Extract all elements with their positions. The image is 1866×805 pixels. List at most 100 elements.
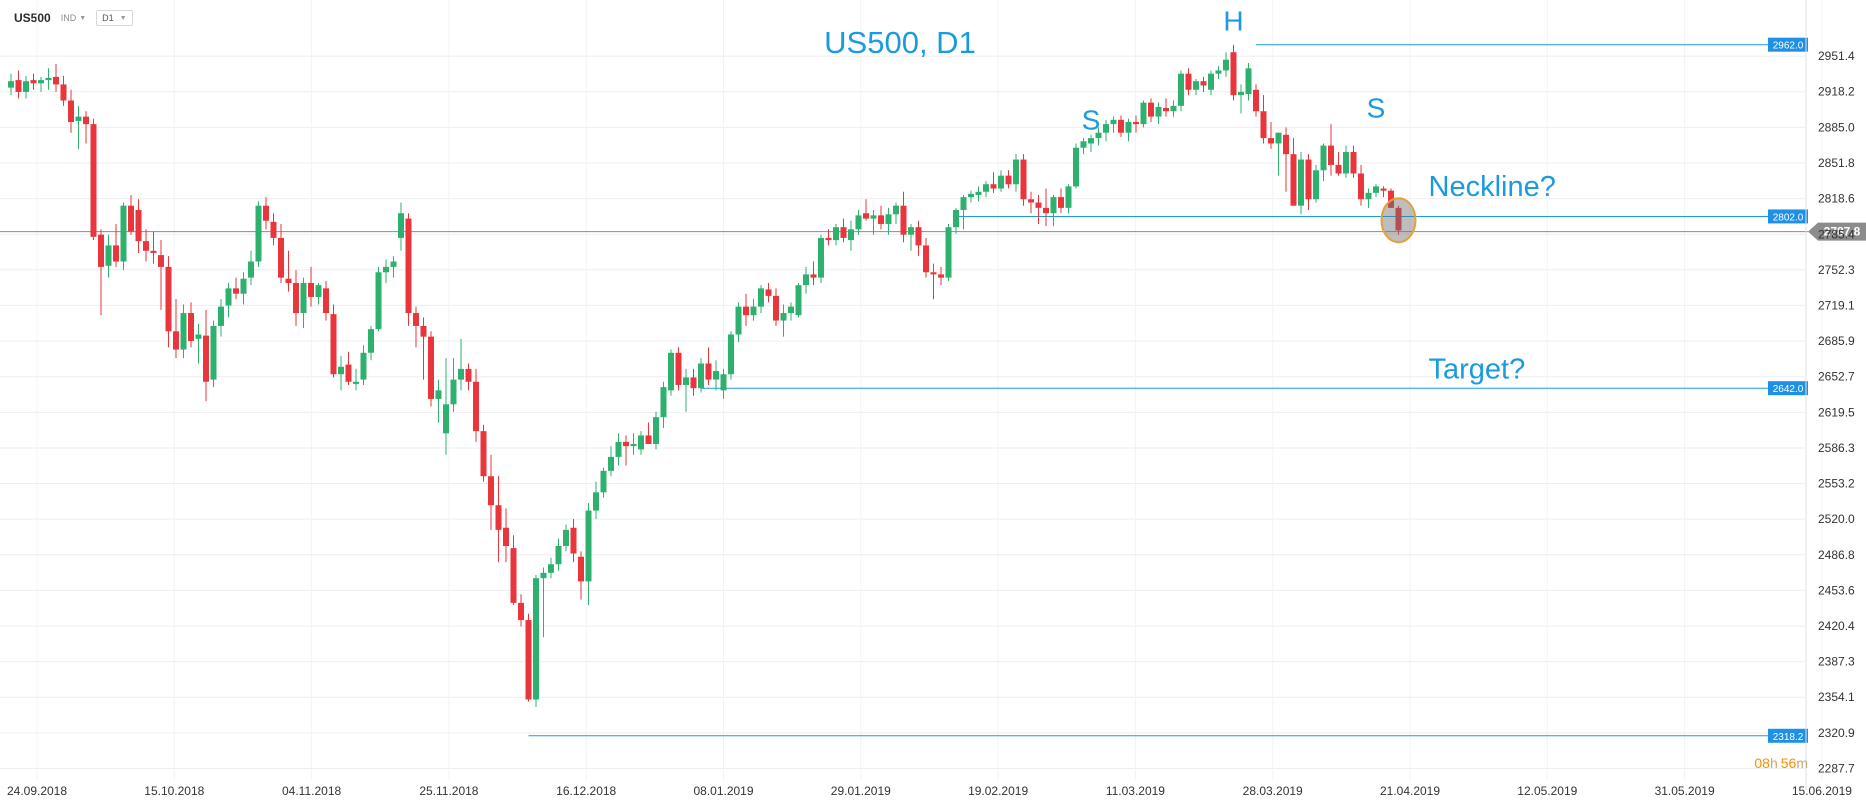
bearish-candle <box>308 282 314 297</box>
highlight-circle <box>1380 197 1417 244</box>
x-tick-label: 25.11.2018 <box>419 784 478 798</box>
annotation-shoulder-right: S <box>1367 93 1386 124</box>
bullish-candle <box>855 215 862 230</box>
bullish-candle <box>458 368 464 380</box>
bearish-candle <box>1260 111 1267 139</box>
bullish-candle <box>1313 170 1319 200</box>
bullish-candle <box>1245 68 1252 95</box>
bearish-candle <box>323 288 329 314</box>
bearish-candle <box>570 527 577 554</box>
level-price-tag <box>1768 381 1808 396</box>
bullish-candle <box>1170 105 1177 112</box>
bullish-candle <box>248 261 254 278</box>
bullish-candle <box>698 363 704 389</box>
bearish-candle <box>128 205 134 232</box>
pattern-annotations: S H S Neckline? Target? <box>1082 6 1556 386</box>
bearish-candle <box>270 221 277 238</box>
indicators-dropdown[interactable]: IND ▼ <box>61 13 86 23</box>
bullish-candle <box>638 435 644 450</box>
bullish-candle <box>953 210 959 228</box>
x-tick-label: 16.12.2018 <box>556 784 616 798</box>
current-candle-marker <box>1380 197 1417 244</box>
bullish-candle <box>1223 59 1229 71</box>
x-tick-label: 31.05.2019 <box>1655 784 1715 798</box>
bullish-candle <box>668 352 674 391</box>
bearish-candle <box>173 331 179 350</box>
bullish-candle <box>255 205 262 262</box>
bullish-candle <box>660 387 667 418</box>
bearish-candle <box>233 288 239 294</box>
symbol-label[interactable]: US500 <box>14 11 51 25</box>
bullish-candle <box>548 564 554 573</box>
bearish-candle <box>203 335 209 382</box>
bullish-candle <box>803 274 809 286</box>
chevron-down-icon: ▼ <box>79 14 87 22</box>
bearish-candle <box>503 527 509 546</box>
bullish-candle <box>1095 132 1102 139</box>
bullish-candle <box>360 352 367 380</box>
y-tick-label: 2951.4 <box>1818 49 1855 63</box>
bullish-candle <box>390 261 397 267</box>
bearish-candle <box>1283 134 1289 155</box>
bullish-candle <box>383 266 389 273</box>
level-price-label: 2962.0 <box>1773 41 1804 52</box>
bearish-candle <box>825 237 832 241</box>
price-axis[interactable]: 2951.4 2918.2 2885.0 2851.8 2818.6 2785.4 2752… <box>1805 0 1855 790</box>
bearish-candle <box>488 476 494 506</box>
bearish-candle <box>578 556 584 582</box>
bullish-candle <box>1088 138 1094 144</box>
bullish-candle <box>555 545 562 565</box>
bearish-candle <box>1133 121 1139 125</box>
y-tick-label: 2685.9 <box>1818 334 1855 348</box>
bullish-candle <box>1208 73 1214 90</box>
bullish-candle <box>1155 106 1162 117</box>
bearish-candle <box>1200 81 1207 86</box>
bearish-candle <box>900 205 907 235</box>
bearish-candle <box>1058 197 1064 208</box>
bullish-candle <box>713 371 719 380</box>
timeframe-select[interactable]: D1 ▼ <box>96 10 133 26</box>
y-tick-label: 2652.7 <box>1818 370 1855 384</box>
chart-grid <box>0 0 1823 780</box>
bearish-candle <box>30 80 37 84</box>
bearish-candle <box>743 306 749 316</box>
bearish-candle <box>1268 138 1274 144</box>
bullish-candle <box>833 227 839 241</box>
bearish-candle <box>765 289 772 296</box>
bullish-candle <box>1013 159 1019 185</box>
x-tick-label: 04.11.2018 <box>282 784 341 798</box>
x-tick-label: 29.01.2019 <box>831 784 891 798</box>
bullish-candle <box>450 379 457 405</box>
bearish-candle <box>915 227 922 246</box>
level-price-tag <box>1768 37 1808 52</box>
bullish-candle <box>1238 91 1244 96</box>
bullish-candle <box>75 116 82 121</box>
y-tick-label: 2785.4 <box>1818 227 1855 241</box>
bullish-candle <box>735 306 742 335</box>
x-tick-label: 19.02.2019 <box>968 784 1028 798</box>
bearish-candle <box>705 363 712 380</box>
bullish-candle <box>848 229 854 241</box>
level-price-tag <box>1768 728 1808 743</box>
bullish-candle <box>998 175 1004 189</box>
time-axis[interactable]: 24.09.2018 15.10.2018 04.11.2018 25.11.2018… <box>7 784 1852 798</box>
bullish-candle <box>750 306 757 316</box>
bearish-candle <box>1328 145 1334 165</box>
bullish-candle <box>1193 81 1199 90</box>
current-price-tag <box>1808 222 1866 241</box>
bullish-candle <box>630 444 637 447</box>
bearish-candle <box>1185 73 1192 90</box>
bearish-candle <box>675 352 682 385</box>
y-tick-label: 2619.5 <box>1818 405 1855 419</box>
bullish-candle <box>818 237 824 278</box>
bearish-candle <box>285 278 292 283</box>
bearish-candle <box>1395 207 1402 231</box>
bearish-candle <box>150 250 157 253</box>
bearish-candle <box>60 84 67 101</box>
bearish-candle <box>428 336 434 399</box>
bullish-candle <box>615 441 622 457</box>
bullish-candle <box>225 288 232 306</box>
bullish-candle <box>443 404 449 434</box>
bullish-candle <box>23 81 29 92</box>
